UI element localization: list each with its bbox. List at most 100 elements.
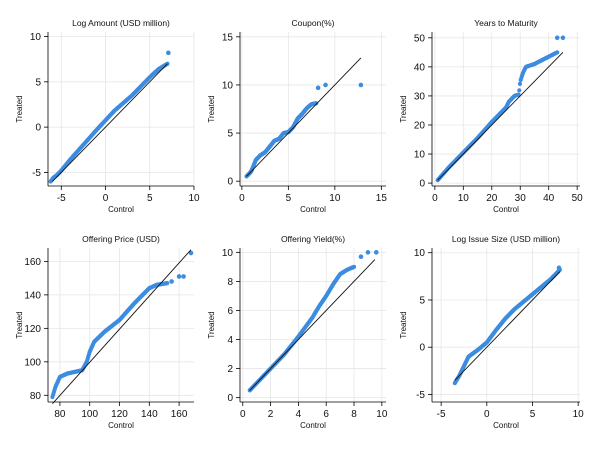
qq-point (516, 92, 521, 97)
y-tick-label: 15 (222, 32, 234, 43)
qq-point-outlier (373, 250, 379, 255)
x-tick-label: 20 (486, 193, 498, 204)
qq-point-outlier (315, 85, 321, 91)
x-tick-label: 0 (240, 409, 246, 420)
panel-title: Coupon(%) (292, 18, 335, 28)
qq-point (555, 50, 560, 55)
x-tick-label: 0 (432, 193, 438, 204)
y-tick-label: 120 (24, 324, 41, 335)
y-tick-label: 0 (227, 393, 233, 404)
x-tick-label: 140 (141, 409, 158, 420)
qq-point (351, 264, 357, 269)
y-tick-label: 10 (414, 150, 426, 161)
y-axis-title: Treated (15, 311, 24, 338)
y-tick-label: -5 (416, 390, 425, 401)
y-tick-label: 10 (222, 80, 234, 91)
qq-point-outlier (560, 35, 566, 41)
qq-panel-6: -5 0 5 10 -5 0 5 10 Log Issue Size (USD million)… (399, 234, 584, 430)
qq-point-outlier (169, 279, 174, 284)
x-tick-label: 6 (323, 409, 329, 420)
x-axis-title: Control (300, 421, 326, 430)
x-tick-label: -5 (57, 193, 66, 204)
x-tick-label: -5 (437, 409, 446, 420)
reference-diagonal-line (437, 52, 564, 181)
qq-panel-3: 0 10 20 30 40 50 0 10 20 30 40 50 Years to Maturity C… (399, 18, 583, 214)
panel-title: Log Amount (USD million) (72, 18, 170, 28)
qq-panel-2: 0 5 10 15 0 5 10 15 Coupon(%) Control Treated (207, 18, 387, 214)
qq-point (517, 88, 522, 93)
reference-diagonal-line (249, 259, 376, 391)
y-axis-title: Treated (207, 95, 216, 122)
y-tick-label: -5 (32, 168, 41, 179)
qq-point-outlier (166, 50, 171, 56)
x-tick-label: 0 (239, 193, 245, 204)
x-tick-label: 5 (286, 193, 292, 204)
x-tick-label: 10 (329, 193, 341, 204)
y-tick-label: 0 (35, 123, 41, 134)
y-axis-title: Treated (399, 95, 408, 122)
x-tick-label: 5 (530, 409, 536, 420)
qq-point-outlier (365, 250, 371, 255)
x-tick-label: 30 (515, 193, 527, 204)
y-tick-label: 6 (227, 306, 233, 317)
x-tick-label: 10 (458, 193, 470, 204)
x-tick-label: 40 (543, 193, 555, 204)
y-tick-label: 0 (419, 343, 425, 354)
x-axis-title: Control (300, 205, 326, 214)
qq-point-outlier (181, 274, 186, 279)
reference-diagonal-line (454, 271, 561, 381)
x-axis-title: Control (108, 421, 134, 430)
y-tick-label: 10 (414, 248, 426, 259)
x-tick-label: 120 (111, 409, 128, 420)
qq-point (517, 81, 523, 86)
x-tick-label: 100 (81, 409, 98, 420)
qq-point-outlier (176, 274, 182, 279)
qq-point-outlier (358, 82, 364, 88)
x-tick-label: 10 (573, 409, 585, 420)
panel-title: Offering Yield(%) (281, 234, 345, 244)
reference-diagonal-line (52, 63, 168, 182)
x-axis-title: Control (108, 205, 134, 214)
x-tick-label: 80 (54, 409, 66, 420)
reference-diagonal-line (52, 249, 192, 404)
y-tick-label: 80 (30, 391, 42, 402)
qq-point-outlier (358, 254, 364, 260)
y-tick-label: 0 (227, 177, 233, 188)
x-tick-label: 5 (147, 193, 153, 204)
y-tick-label: 140 (24, 290, 41, 301)
x-tick-label: 2 (268, 409, 274, 420)
y-tick-label: 4 (227, 335, 233, 346)
x-tick-label: 160 (171, 409, 188, 420)
y-axis-title: Treated (15, 95, 24, 122)
reference-diagonal-line (246, 57, 362, 177)
y-tick-label: 5 (227, 129, 233, 140)
y-tick-label: 160 (24, 257, 41, 268)
x-tick-label: 10 (188, 193, 200, 204)
y-tick-label: 5 (419, 295, 425, 306)
y-tick-label: 40 (414, 62, 426, 73)
x-axis-title: Control (493, 421, 519, 430)
y-tick-label: 2 (227, 364, 233, 375)
y-tick-label: 5 (35, 77, 41, 88)
y-axis-title: Treated (207, 311, 216, 338)
qq-panel-4: 80 100 120 140 160 80 100 120 140 160 Offering Pri… (15, 234, 194, 430)
x-axis-title: Control (493, 205, 519, 214)
qq-point (165, 281, 170, 286)
y-tick-label: 10 (222, 248, 234, 259)
x-tick-label: 50 (572, 193, 584, 204)
y-tick-label: 0 (419, 179, 425, 190)
x-tick-label: 4 (296, 409, 302, 420)
x-tick-label: 10 (376, 409, 388, 420)
qq-point-outlier (556, 265, 562, 271)
x-tick-label: 15 (376, 193, 388, 204)
panel-title: Offering Price (USD) (82, 234, 160, 244)
qq-panel-1: -5 0 5 10 -5 0 5 10 Log Amount (USD million) Cont… (15, 18, 200, 214)
qq-panel-5: 0 2 4 6 8 10 0 2 4 6 8 10 Offering Yield(%) Control Tr… (207, 234, 388, 430)
y-tick-label: 100 (24, 357, 41, 368)
y-tick-label: 20 (414, 120, 426, 131)
panel-title: Years to Maturity (474, 18, 538, 28)
panel-title: Log Issue Size (USD million) (452, 234, 560, 244)
qq-point (314, 101, 319, 106)
x-tick-label: 8 (351, 409, 357, 420)
